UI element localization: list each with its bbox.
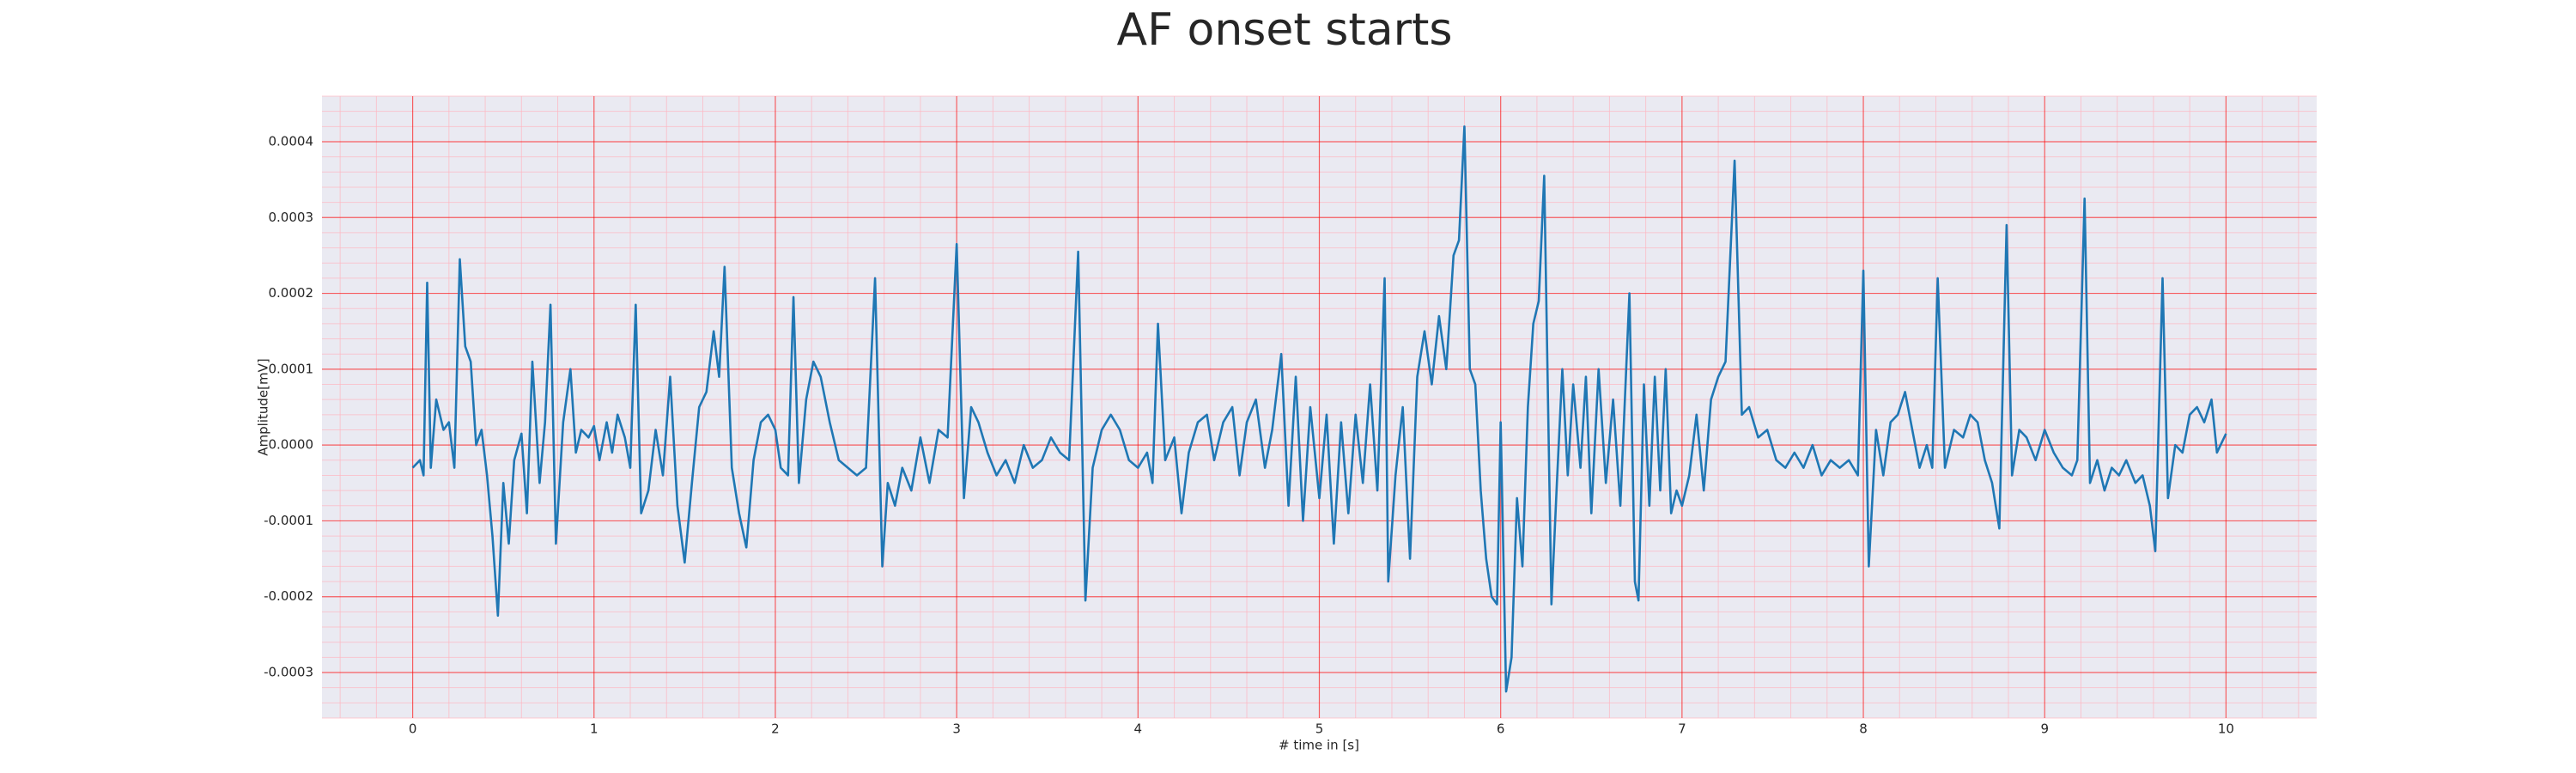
y-axis-label: Amplitude[mV] [256,358,271,455]
y-tick-label: 0.0004 [269,133,314,149]
chart-title: AF onset starts [1117,4,1453,56]
x-tick-label: 4 [1134,721,1143,737]
x-tick-label: 5 [1315,721,1324,737]
signal-line [411,125,2227,693]
x-tick-label: 0 [409,721,417,737]
y-tick-label: -0.0001 [264,513,313,528]
x-tick-label: 10 [2218,721,2234,737]
y-tick-label: -0.0002 [264,588,313,604]
x-tick-label: 3 [952,721,961,737]
y-tick-label: 0.0003 [269,210,314,225]
x-tick-label: 7 [1678,721,1686,737]
y-tick-label: -0.0003 [264,665,313,680]
y-tick-label: 0.0001 [269,361,314,376]
y-tick-label: 0.0000 [269,437,314,453]
x-tick-label: 6 [1497,721,1505,737]
x-tick-label: 8 [1859,721,1868,737]
x-axis-label: # time in [s] [1279,738,1359,753]
x-tick-label: 1 [590,721,598,737]
x-tick-label: 2 [771,721,780,737]
x-tick-label: 9 [2040,721,2049,737]
y-tick-label: 0.0002 [269,285,314,301]
